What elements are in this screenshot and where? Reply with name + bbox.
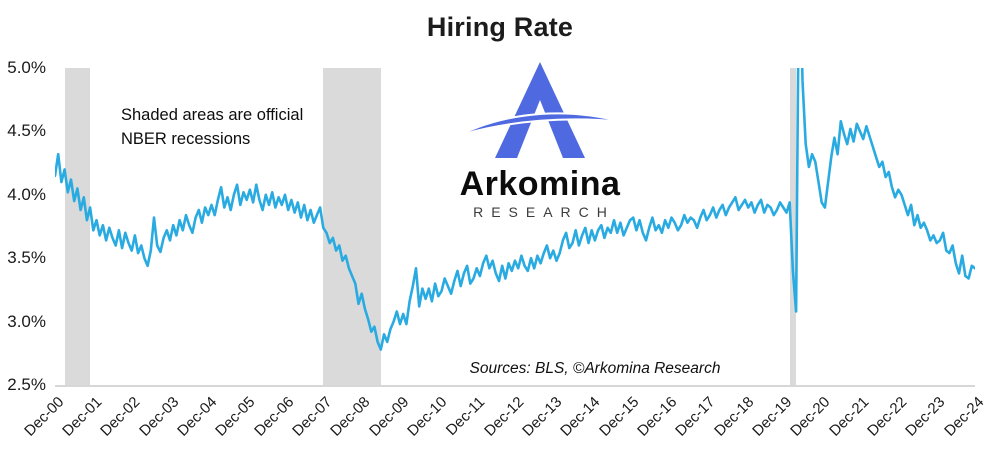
logo-a-icon — [495, 62, 585, 158]
hiring-rate-line-canvas — [55, 68, 975, 351]
recession-annotation: Shaded areas are official NBER recession… — [121, 104, 303, 152]
hiring-rate-line — [55, 68, 975, 351]
logo-subtitle: RESEARCH — [473, 204, 615, 220]
plot-area — [55, 68, 975, 387]
y-tick-label: 4.5% — [7, 121, 46, 141]
y-tick-label: 3.0% — [7, 311, 46, 331]
recession-annotation-line-2: NBER recessions — [121, 129, 251, 148]
arkomina-logo-mark — [456, 62, 624, 158]
arkomina-logo: Arkomina RESEARCH — [380, 60, 700, 220]
y-tick-label: 4.0% — [7, 184, 46, 204]
y-tick-label: 3.5% — [7, 248, 46, 268]
logo-swoosh-icon — [456, 112, 624, 137]
recession-band — [789, 68, 797, 385]
chart-title: Hiring Rate — [426, 12, 574, 42]
recession-annotation-line-1: Shaded areas are official — [121, 106, 304, 124]
sources-note: Sources: BLS, ©Arkomina Research — [469, 360, 721, 377]
y-tick-label: 5.0% — [7, 58, 46, 77]
y-tick-label: 2.5% — [7, 375, 46, 394]
logo-name: Arkomina — [459, 165, 621, 203]
recession-band — [64, 68, 91, 385]
